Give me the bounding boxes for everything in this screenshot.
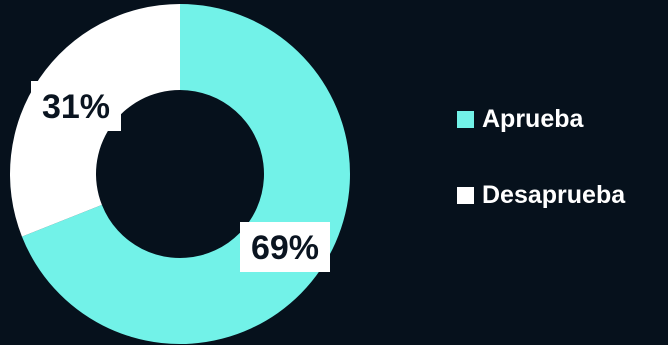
chart-legend: Aprueba Desaprueba — [457, 104, 625, 210]
legend-label-aprueba: Aprueba — [482, 105, 584, 133]
legend-swatch-aprueba — [457, 110, 474, 128]
data-label-box-desaprueba — [31, 81, 121, 131]
data-label-desaprueba: 31% — [31, 81, 121, 131]
data-label-aprueba: 69% — [240, 222, 330, 272]
data-label-text-desaprueba: 31% — [42, 88, 110, 126]
data-label-text-aprueba: 69% — [251, 229, 319, 267]
legend-item-aprueba: Aprueba — [457, 104, 625, 134]
legend-swatch-desaprueba — [457, 186, 474, 204]
legend-item-desaprueba: Desaprueba — [457, 180, 625, 210]
data-label-box-aprueba — [240, 222, 330, 272]
legend-label-desaprueba: Desaprueba — [482, 181, 626, 209]
